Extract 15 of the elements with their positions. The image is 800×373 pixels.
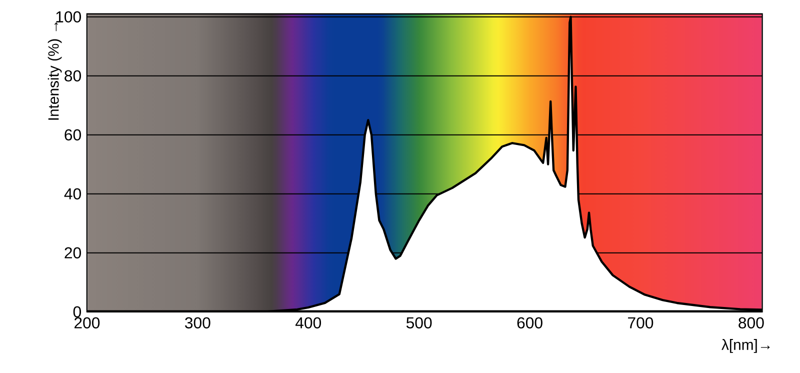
- y-tick-label: 60: [64, 129, 81, 140]
- x-axis-title: λ[nm]→: [722, 338, 770, 353]
- x-tick-label: 800: [738, 317, 764, 328]
- y-tick-label: 80: [64, 70, 81, 82]
- y-tick-label: 0: [73, 306, 81, 318]
- x-tick-label: 600: [517, 317, 542, 328]
- y-tick-label: 100: [56, 11, 81, 22]
- x-tick-label: 400: [295, 317, 322, 328]
- x-tick-label: 200: [74, 317, 100, 328]
- x-tick-label: 300: [185, 317, 210, 328]
- x-tick-label: 500: [406, 317, 432, 328]
- y-tick-label: 40: [64, 188, 81, 200]
- y-tick-label: 20: [64, 247, 81, 258]
- y-axis-title: Intensity (%) →: [48, 22, 62, 120]
- x-tick-label: 700: [628, 317, 654, 328]
